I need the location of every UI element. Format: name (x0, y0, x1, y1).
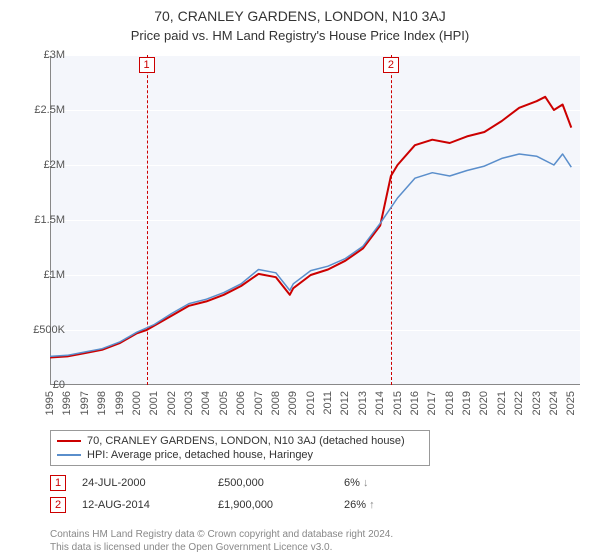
footer-line: This data is licensed under the Open Gov… (50, 541, 580, 554)
transaction-date: 24-JUL-2000 (82, 477, 202, 489)
x-tick-label: 2021 (496, 391, 508, 415)
x-tick-label: 2007 (253, 391, 265, 415)
chart-marker: 2 (383, 57, 399, 73)
y-tick-label: £0 (53, 379, 65, 391)
x-tick-label: 2009 (287, 391, 299, 415)
x-tick-label: 2000 (131, 391, 143, 415)
footer-attribution: Contains HM Land Registry data © Crown c… (50, 528, 580, 554)
x-tick-label: 2023 (531, 391, 543, 415)
x-tick-label: 2020 (478, 391, 490, 415)
x-tick-label: 2006 (235, 391, 247, 415)
legend-swatch (57, 440, 81, 442)
legend-label: HPI: Average price, detached house, Hari… (87, 449, 313, 461)
x-tick-label: 2019 (461, 391, 473, 415)
x-tick-label: 2011 (322, 391, 334, 415)
transaction-table: 1 24-JUL-2000 £500,000 6% ↓ 2 12-AUG-201… (50, 472, 580, 516)
x-tick-label: 2008 (270, 391, 282, 415)
x-tick-label: 2002 (166, 391, 178, 415)
legend-swatch (57, 454, 81, 456)
transaction-price: £1,900,000 (218, 499, 328, 511)
legend-item: 70, CRANLEY GARDENS, LONDON, N10 3AJ (de… (57, 434, 423, 448)
x-tick-label: 2015 (392, 391, 404, 415)
x-tick-label: 2005 (218, 391, 230, 415)
x-tick-label: 2016 (409, 391, 421, 415)
x-tick-label: 2018 (444, 391, 456, 415)
y-tick-label: £500K (33, 324, 65, 336)
chart-marker: 1 (139, 57, 155, 73)
y-tick-label: £2M (44, 159, 65, 171)
x-tick-label: 1999 (114, 391, 126, 415)
transaction-price: £500,000 (218, 477, 328, 489)
x-tick-label: 2010 (305, 391, 317, 415)
y-tick-label: £1.5M (34, 214, 65, 226)
x-tick-label: 2004 (200, 391, 212, 415)
series-lines (50, 55, 580, 385)
x-tick-label: 2012 (339, 391, 351, 415)
x-tick-label: 2022 (513, 391, 525, 415)
legend: 70, CRANLEY GARDENS, LONDON, N10 3AJ (de… (50, 430, 430, 466)
x-tick-label: 1996 (61, 391, 73, 415)
chart-subtitle: Price paid vs. HM Land Registry's House … (0, 24, 600, 49)
transaction-pct: 26% ↑ (344, 499, 404, 511)
x-tick-label: 1995 (44, 391, 56, 415)
legend-item: HPI: Average price, detached house, Hari… (57, 448, 423, 462)
down-arrow-icon: ↓ (363, 477, 369, 489)
y-tick-label: £1M (44, 269, 65, 281)
x-tick-label: 2014 (374, 391, 386, 415)
plot-area: 12 (50, 55, 580, 385)
legend-label: 70, CRANLEY GARDENS, LONDON, N10 3AJ (de… (87, 435, 405, 447)
transaction-row: 2 12-AUG-2014 £1,900,000 26% ↑ (50, 494, 580, 516)
x-tick-label: 1997 (79, 391, 91, 415)
y-tick-label: £2.5M (34, 104, 65, 116)
y-tick-label: £3M (44, 49, 65, 61)
x-tick-label: 2025 (565, 391, 577, 415)
x-tick-label: 2013 (357, 391, 369, 415)
transaction-marker: 1 (50, 475, 66, 491)
x-tick-label: 2017 (426, 391, 438, 415)
footer-line: Contains HM Land Registry data © Crown c… (50, 528, 580, 541)
x-tick-label: 2003 (183, 391, 195, 415)
chart-container: 70, CRANLEY GARDENS, LONDON, N10 3AJ Pri… (0, 0, 600, 560)
transaction-row: 1 24-JUL-2000 £500,000 6% ↓ (50, 472, 580, 494)
chart-title: 70, CRANLEY GARDENS, LONDON, N10 3AJ (0, 0, 600, 24)
transaction-pct: 6% ↓ (344, 477, 404, 489)
x-tick-label: 2024 (548, 391, 560, 415)
transaction-marker: 2 (50, 497, 66, 513)
transaction-date: 12-AUG-2014 (82, 499, 202, 511)
up-arrow-icon: ↑ (369, 499, 375, 511)
x-tick-label: 2001 (148, 391, 160, 415)
x-tick-label: 1998 (96, 391, 108, 415)
